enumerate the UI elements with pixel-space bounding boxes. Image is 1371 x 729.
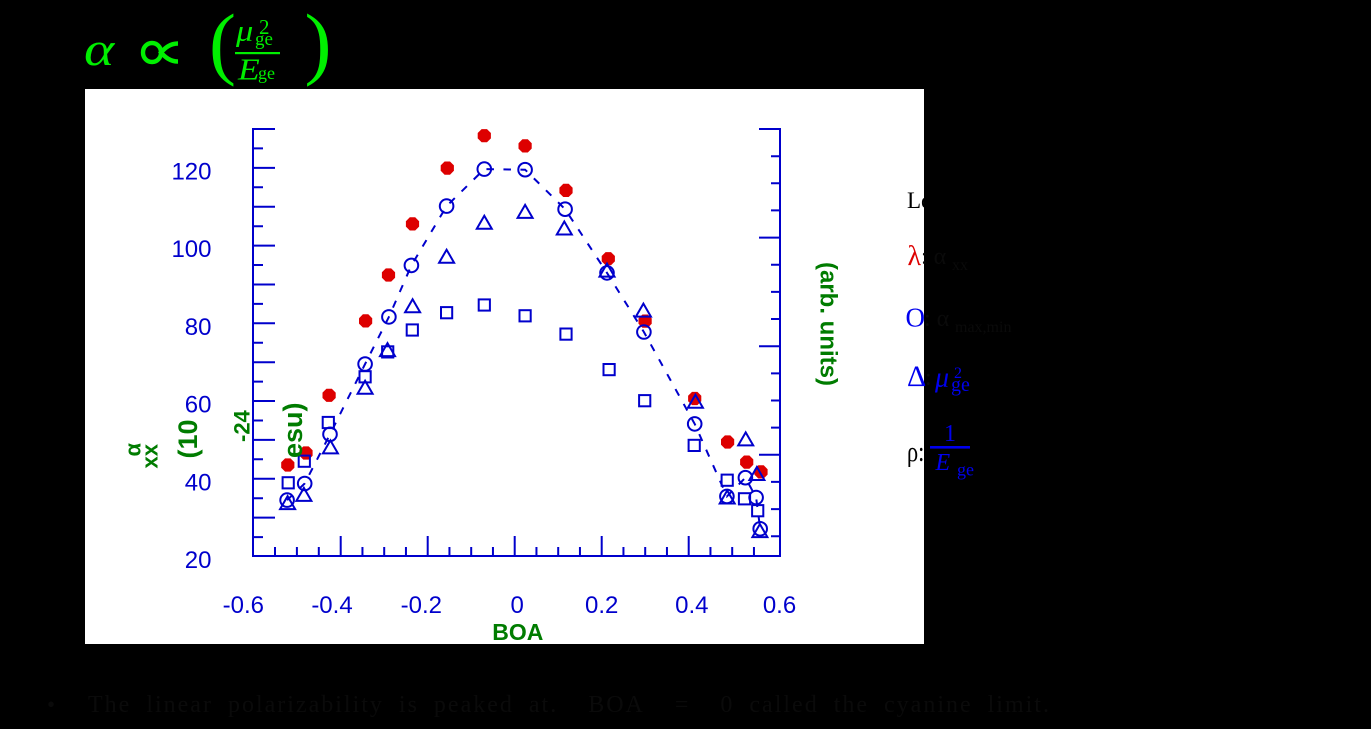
svg-text:120: 120 (171, 159, 211, 186)
svg-text:-0.4: -0.4 (311, 592, 352, 619)
svg-text:λ: λ (908, 241, 922, 272)
svg-text:E: E (237, 53, 260, 87)
svg-text:(10: (10 (173, 419, 203, 458)
svg-text:α: α (84, 23, 116, 76)
svg-text:0: 0 (511, 592, 524, 619)
svg-text:O: O (906, 303, 926, 333)
svg-text:80: 80 (185, 314, 212, 341)
svg-text:-0.2: -0.2 (401, 592, 442, 619)
svg-text:ge: ge (255, 29, 273, 50)
svg-text:μ: μ (235, 14, 253, 47)
svg-text:100: 100 (171, 236, 211, 263)
svg-text:2: 2 (954, 365, 962, 382)
svg-text:40: 40 (185, 469, 212, 496)
svg-text:xx: xx (952, 257, 968, 274)
svg-text:ge: ge (951, 374, 970, 396)
svg-text:esu): esu) (278, 402, 308, 458)
svg-text:Legend:: Legend: (907, 188, 982, 213)
svg-text:-0.6: -0.6 (223, 592, 264, 619)
svg-text:0.2: 0.2 (585, 592, 618, 619)
svg-text:2: 2 (259, 15, 270, 39)
svg-text:: α: : α (921, 244, 947, 270)
svg-text:xx: xx (138, 443, 163, 468)
svg-text:ge: ge (957, 460, 974, 480)
svg-text:: α: : α (924, 306, 950, 332)
svg-text:(arb. units): (arb. units) (815, 262, 842, 386)
svg-text:•: • (47, 692, 55, 717)
svg-text:20: 20 (185, 547, 212, 574)
svg-text:μ: μ (934, 363, 949, 394)
svg-text:): ) (305, 0, 332, 88)
svg-text::: : (925, 365, 932, 391)
svg-text:(: ( (209, 0, 236, 88)
svg-text:ge: ge (258, 63, 275, 83)
svg-text:Δ: Δ (907, 360, 926, 393)
svg-text:max,min: max,min (955, 319, 1011, 336)
svg-text:The linear polarizability is p: The linear polarizability is peaked at. … (88, 692, 1051, 718)
svg-text:BOA: BOA (492, 619, 543, 645)
svg-text:0.6: 0.6 (763, 592, 796, 619)
svg-text:1: 1 (944, 421, 956, 447)
svg-text:-24: -24 (230, 409, 255, 442)
svg-text:α: α (121, 443, 146, 457)
svg-text:60: 60 (185, 392, 212, 419)
svg-text:E: E (935, 450, 951, 476)
svg-text:0.4: 0.4 (675, 592, 708, 619)
svg-text:ρ:: ρ: (907, 437, 924, 468)
